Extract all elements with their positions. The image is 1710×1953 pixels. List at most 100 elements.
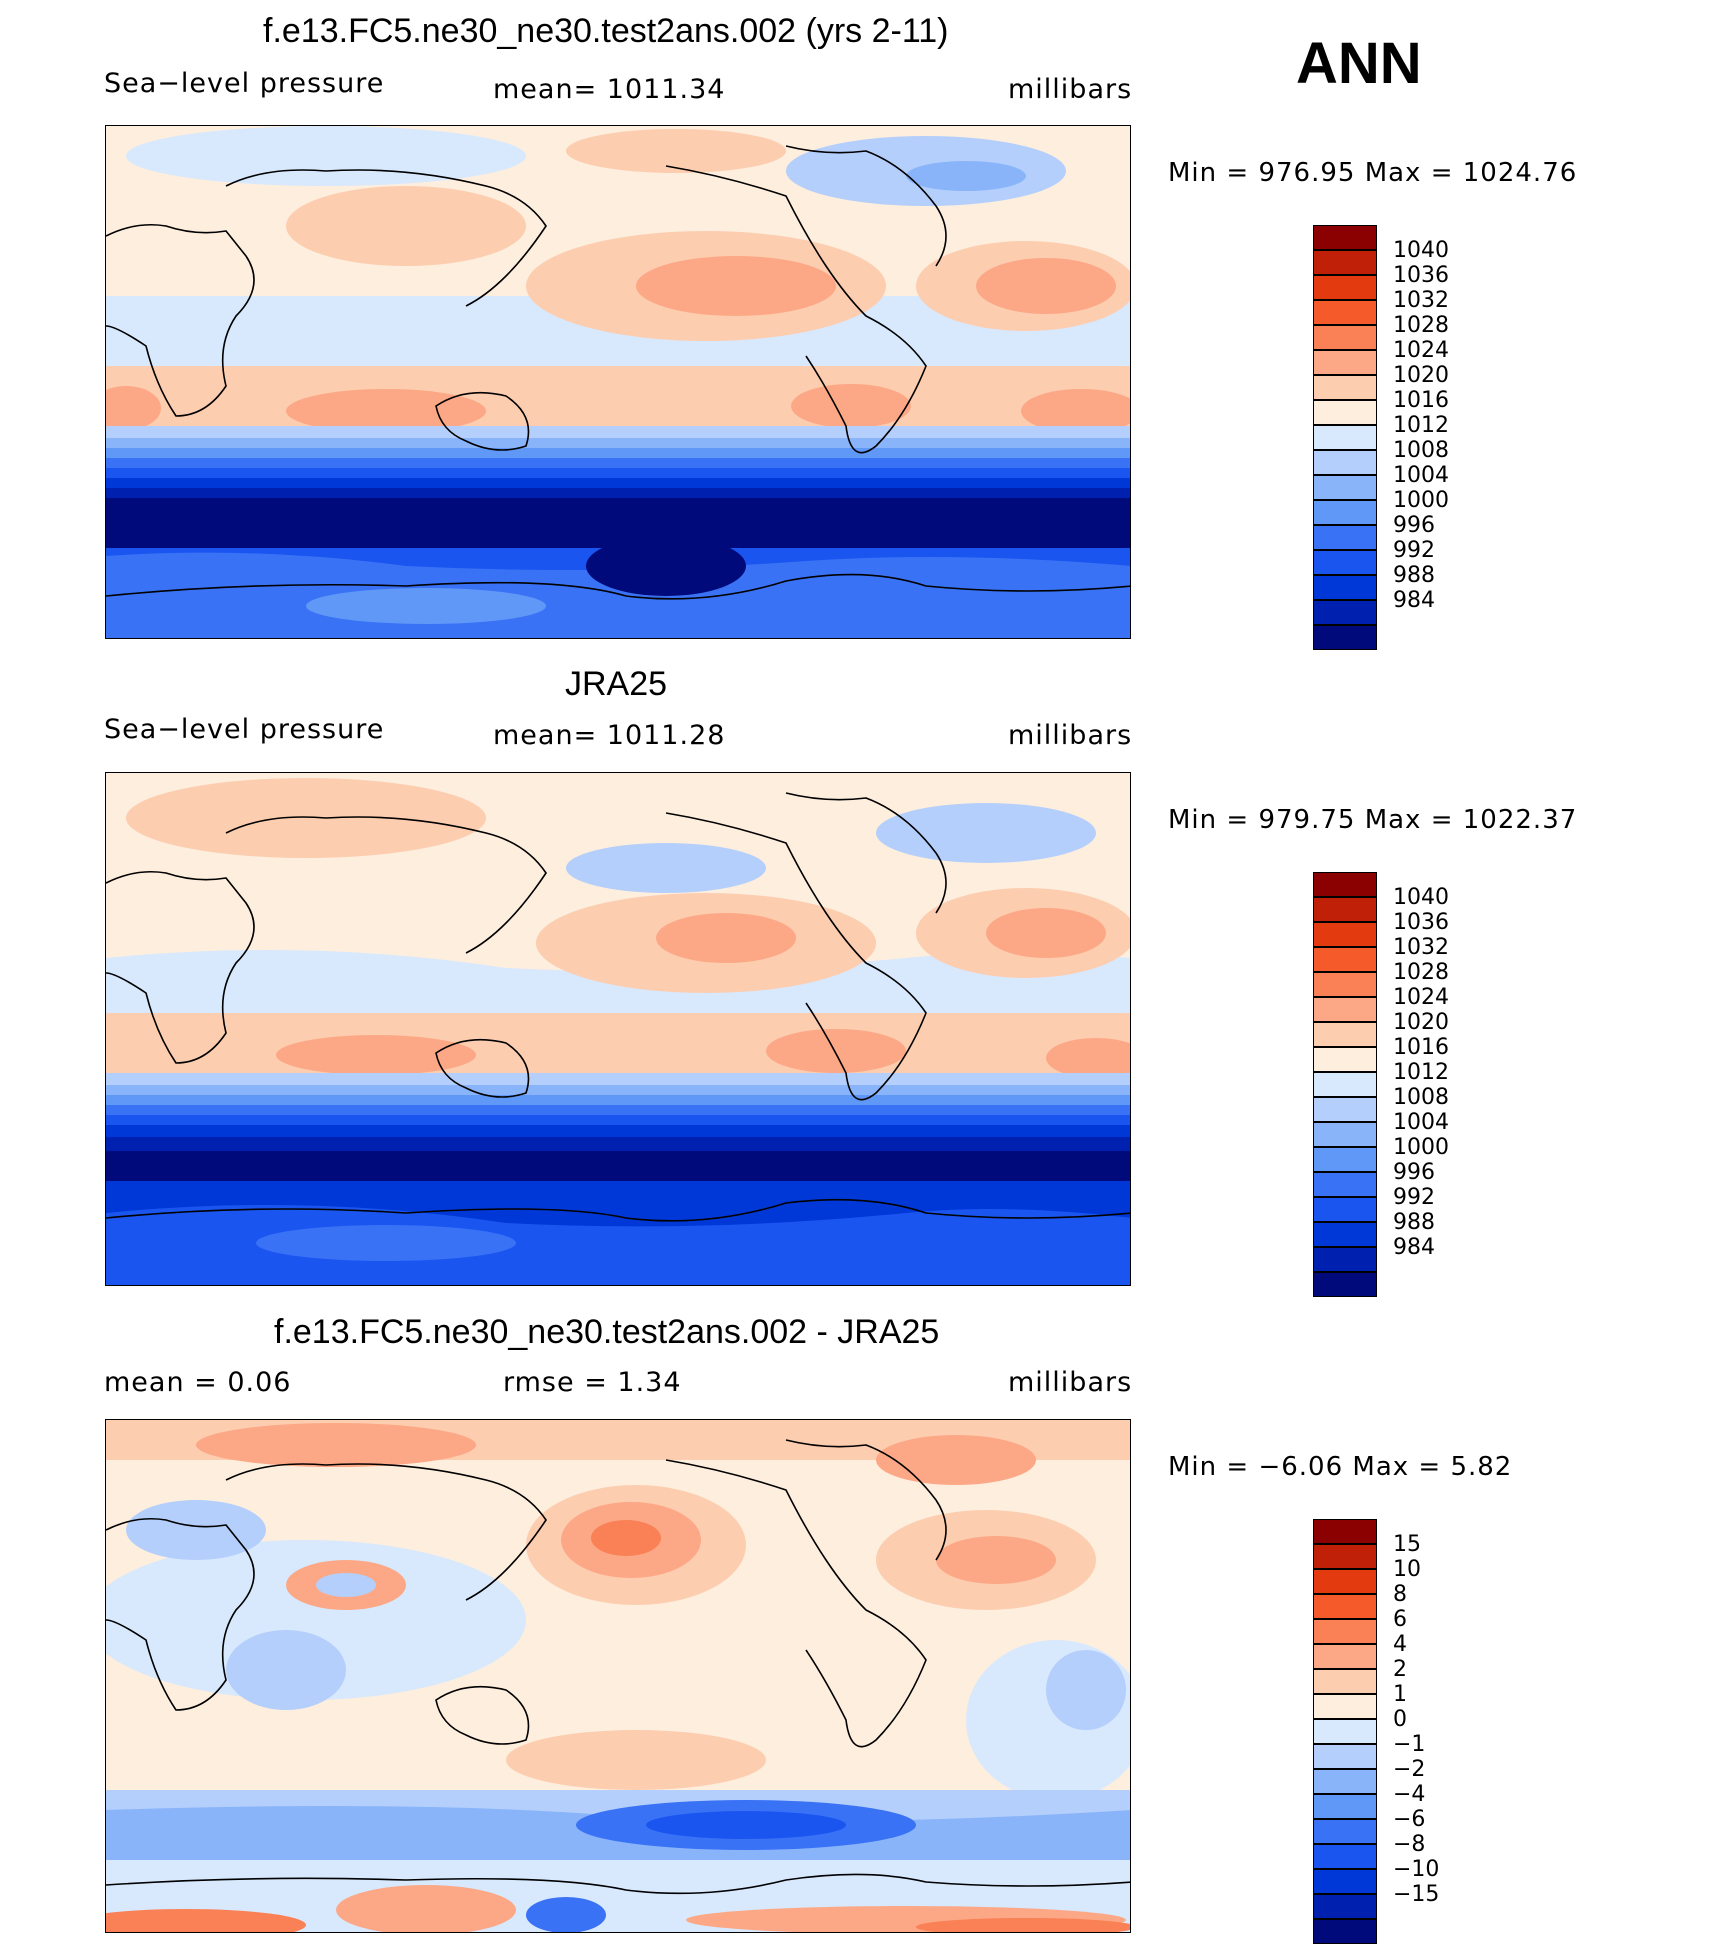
colorbar-tick-label: 996 [1393, 1159, 1435, 1185]
colorbar-swatch [1313, 625, 1377, 650]
colorbar-tick-label: −10 [1393, 1856, 1440, 1882]
colorbar-tick-label: 1008 [1393, 1084, 1449, 1110]
panel-3-colorbar: 15 10 8 6 4 2 1 0 −1 −2 −4 −6 −8 −10 −15 [1313, 1519, 1439, 1944]
colorbar-swatch [1313, 997, 1377, 1022]
panel-3-map-svg [106, 1420, 1130, 1932]
panel-3-title: f.e13.FC5.ne30_ne30.test2ans.002 - JRA25 [274, 1313, 940, 1351]
colorbar-swatch [1313, 375, 1377, 400]
panel-2-variable-label: Sea−level pressure [104, 714, 385, 745]
colorbar-swatch [1313, 575, 1377, 600]
colorbar-tick-label: 1024 [1393, 984, 1449, 1010]
panel-2-colorbar: 1040 1036 1032 1028 1024 1020 1016 1012 1008 1004… [1313, 872, 1449, 1297]
colorbar-tick-label: −6 [1393, 1806, 1426, 1832]
colorbar-swatch [1313, 1022, 1377, 1047]
panel-2-minmax: Min = 979.75 Max = 1022.37 [1168, 805, 1578, 835]
colorbar-swatch [1313, 1844, 1377, 1869]
panel-3-map [105, 1419, 1131, 1933]
panel-2-map [105, 772, 1131, 1286]
colorbar-swatch [1313, 450, 1377, 475]
panel-1-map-svg [106, 126, 1130, 638]
colorbar-tick-label: 6 [1393, 1606, 1407, 1632]
panel-1-mean-label: mean= 1011.34 [493, 74, 726, 105]
colorbar-tick-label: 1008 [1393, 437, 1449, 463]
panel-1-colorbar: 1040 1036 1032 1028 1024 1020 1016 1012 1008 1004… [1313, 225, 1449, 650]
colorbar-swatch [1313, 947, 1377, 972]
colorbar-tick-label: 4 [1393, 1631, 1407, 1657]
colorbar-swatch [1313, 1594, 1377, 1619]
colorbar-swatch [1313, 225, 1377, 250]
colorbar-swatch [1313, 425, 1377, 450]
colorbar-swatch [1313, 1669, 1377, 1694]
colorbar-swatch [1313, 1147, 1377, 1172]
colorbar-tick-label: 1032 [1393, 287, 1449, 313]
colorbar-tick-label: 1032 [1393, 934, 1449, 960]
colorbar-tick-label: 992 [1393, 537, 1435, 563]
colorbar-swatch [1313, 1794, 1377, 1819]
colorbar-swatch [1313, 300, 1377, 325]
colorbar-tick-label: 996 [1393, 512, 1435, 538]
colorbar-swatch [1313, 1272, 1377, 1297]
colorbar-tick-label: 1000 [1393, 487, 1449, 513]
colorbar-swatch [1313, 1869, 1377, 1894]
panel-3-units: millibars [1008, 1367, 1133, 1398]
panel-2-units: millibars [1008, 720, 1133, 751]
colorbar-tick-label: −1 [1393, 1731, 1426, 1757]
panel-3-minmax: Min = −6.06 Max = 5.82 [1168, 1452, 1513, 1482]
colorbar-tick-label: 1024 [1393, 337, 1449, 363]
colorbar-swatch [1313, 1047, 1377, 1072]
colorbar-swatch [1313, 1694, 1377, 1719]
colorbar-swatch [1313, 897, 1377, 922]
colorbar-tick-label: −15 [1393, 1881, 1440, 1907]
colorbar-swatch [1313, 1097, 1377, 1122]
colorbar-swatch [1313, 1197, 1377, 1222]
colorbar-swatch [1313, 600, 1377, 625]
colorbar-swatch [1313, 1544, 1377, 1569]
colorbar-swatch [1313, 550, 1377, 575]
colorbar-tick-label: 1036 [1393, 909, 1449, 935]
colorbar-swatch [1313, 250, 1377, 275]
colorbar-tick-label: 984 [1393, 587, 1435, 613]
colorbar-tick-label: 0 [1393, 1706, 1407, 1732]
colorbar-tick-label: 984 [1393, 1234, 1435, 1260]
panel-2-map-svg [106, 773, 1130, 1285]
colorbar-swatch [1313, 1519, 1377, 1544]
colorbar-swatch [1313, 325, 1377, 350]
colorbar-swatch [1313, 500, 1377, 525]
colorbar-swatch [1313, 922, 1377, 947]
colorbar-swatch [1313, 1172, 1377, 1197]
colorbar-tick-label: 1020 [1393, 1009, 1449, 1035]
season-label: ANN [1296, 31, 1422, 96]
panel-1-units: millibars [1008, 74, 1133, 105]
colorbar-tick-label: 1012 [1393, 412, 1449, 438]
colorbar-swatch [1313, 1769, 1377, 1794]
colorbar-swatch [1313, 1569, 1377, 1594]
colorbar-tick-label: 988 [1393, 562, 1435, 588]
panel-3-mean-label: mean = 0.06 [104, 1367, 292, 1398]
colorbar-tick-label: 2 [1393, 1656, 1407, 1682]
colorbar-swatch [1313, 1122, 1377, 1147]
colorbar-tick-label: 1040 [1393, 237, 1449, 263]
colorbar-tick-label: 1004 [1393, 1109, 1449, 1135]
colorbar-tick-label: 1036 [1393, 262, 1449, 288]
panel-2-mean-label: mean= 1011.28 [493, 720, 726, 751]
colorbar-tick-label: 1004 [1393, 462, 1449, 488]
colorbar-tick-label: 8 [1393, 1581, 1407, 1607]
colorbar-swatch [1313, 1247, 1377, 1272]
colorbar-tick-label: 1012 [1393, 1059, 1449, 1085]
colorbar-swatch [1313, 525, 1377, 550]
colorbar-swatch [1313, 1222, 1377, 1247]
colorbar-swatch [1313, 872, 1377, 897]
panel-1-variable-label: Sea−level pressure [104, 68, 385, 99]
colorbar-swatch [1313, 1894, 1377, 1919]
panel-1-title: f.e13.FC5.ne30_ne30.test2ans.002 (yrs 2-… [263, 12, 949, 50]
colorbar-swatch [1313, 350, 1377, 375]
panel-3-rmse-label: rmse = 1.34 [503, 1367, 682, 1398]
colorbar-tick-label: 10 [1393, 1556, 1421, 1582]
colorbar-swatch [1313, 1072, 1377, 1097]
colorbar-tick-label: 1040 [1393, 884, 1449, 910]
panel-2-title: JRA25 [565, 665, 668, 703]
colorbar-swatch [1313, 1744, 1377, 1769]
colorbar-tick-label: 1016 [1393, 387, 1449, 413]
panel-1-map [105, 125, 1131, 639]
colorbar-tick-label: 1 [1393, 1681, 1407, 1707]
